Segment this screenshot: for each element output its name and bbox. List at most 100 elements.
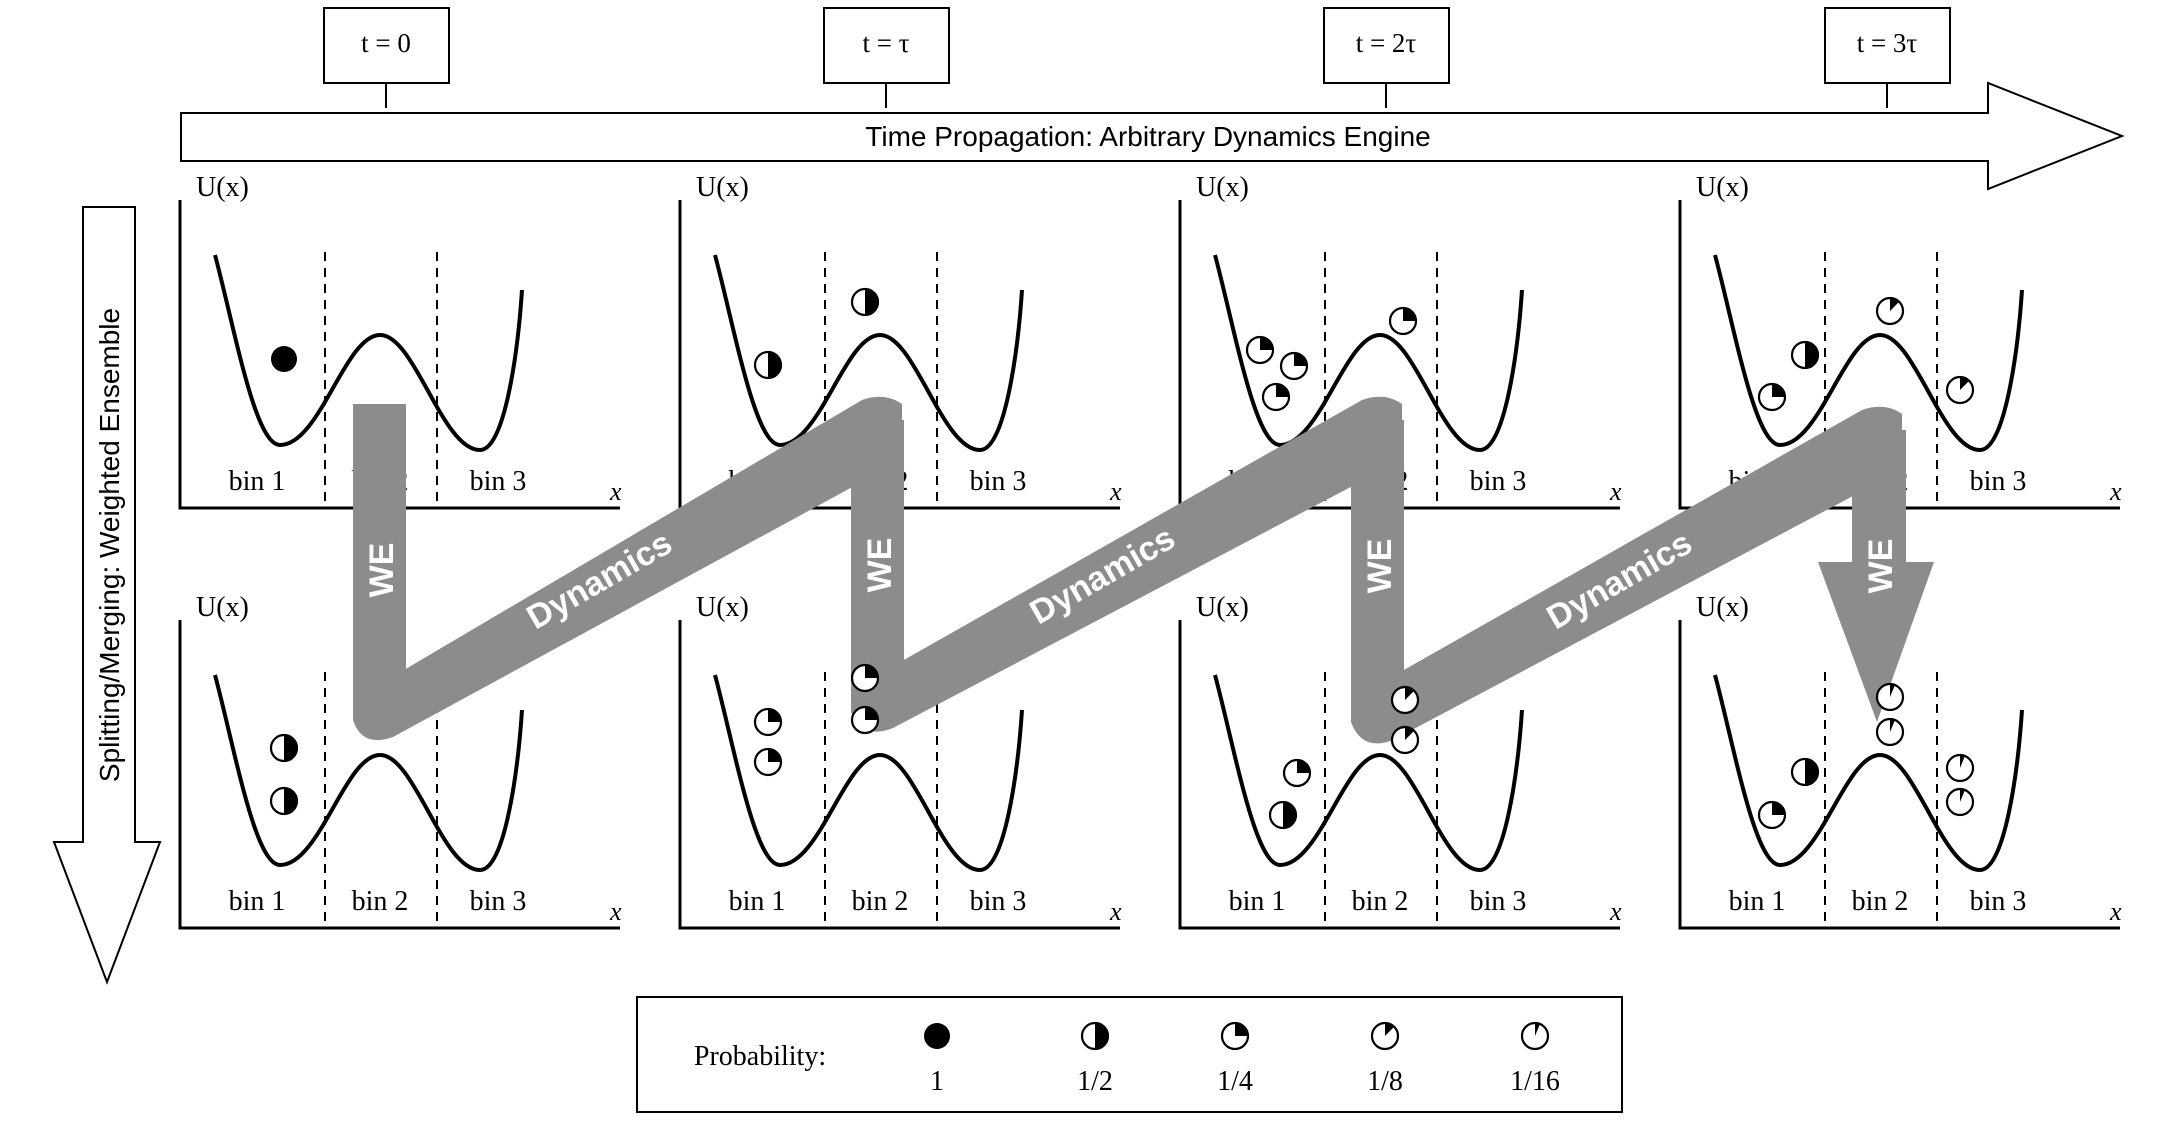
potential-panel-6: U(x) x bin 1 bin 2 bin 3 <box>1178 592 1622 930</box>
bin-label-2: bin 2 <box>1852 886 1909 917</box>
bin-label-2: bin 2 <box>1352 886 1409 917</box>
walker <box>850 287 880 317</box>
y-axis-label: U(x) <box>1696 172 1749 203</box>
y-axis-label: U(x) <box>696 172 749 203</box>
walker <box>1390 725 1420 755</box>
legend-symbol <box>1080 1021 1110 1051</box>
walker <box>1757 800 1787 830</box>
x-axis-label: x <box>1609 897 1622 926</box>
legend-label-1-16: 1/16 <box>1510 1066 1560 1097</box>
flow-arrows <box>353 396 1934 744</box>
walkers-panel-2 <box>753 287 880 380</box>
we-label-2: WE <box>861 538 899 593</box>
x-axis-label: x <box>2109 477 2122 506</box>
potential-panels: U(x) x bin 1 bin 2 bin 3 U(x) x bin 1 bin 2 bin 3… <box>178 172 2122 930</box>
bin-label-3: bin 3 <box>1470 886 1527 917</box>
walker <box>1875 682 1905 712</box>
walker <box>1268 800 1298 830</box>
walker <box>269 786 299 816</box>
x-axis-label: x <box>609 897 622 926</box>
dynamics-arrow-1 <box>353 396 902 741</box>
y-axis-label: U(x) <box>196 592 249 623</box>
walker <box>1945 375 1975 405</box>
walker <box>269 733 299 763</box>
vertical-arrow-label: Splitting/Merging: Weighted Ensemble <box>94 308 125 782</box>
legend-symbol <box>1520 1021 1550 1051</box>
legend-symbol <box>1220 1021 1250 1051</box>
walker <box>753 747 783 777</box>
walker <box>1388 306 1418 336</box>
time-label-0: t = 0 <box>361 28 411 58</box>
bin-label-1: bin 1 <box>229 466 286 497</box>
bin-label-2: bin 2 <box>852 886 909 917</box>
walkers-panel-1 <box>271 346 297 372</box>
time-markers: t = 0 t = τ t = 2τ t = 3τ <box>323 7 1951 108</box>
time-label-1: t = τ <box>862 28 909 58</box>
y-axis-label: U(x) <box>1696 592 1749 623</box>
walker <box>1390 685 1420 715</box>
legend-label-1-4: 1/4 <box>1217 1066 1253 1097</box>
axes <box>678 620 1120 930</box>
walkers-panel-3 <box>1245 306 1418 412</box>
y-axis-label: U(x) <box>1196 172 1249 203</box>
we-label-3: WE <box>1361 539 1399 594</box>
potential-curve <box>213 674 524 873</box>
we-arrow-4 <box>1818 430 1934 722</box>
x-axis-label: x <box>609 477 622 506</box>
time-arrow-label: Time Propagation: Arbitrary Dynamics Eng… <box>865 121 1430 152</box>
axes <box>1178 620 1620 930</box>
bin-label-3: bin 3 <box>1470 466 1527 497</box>
time-marker-1: t = τ <box>823 7 950 108</box>
probability-legend: Probability: 1 1/2 1/4 1/8 1/16 <box>636 996 1623 1113</box>
walker <box>850 705 880 735</box>
we-arrow-3 <box>1351 420 1404 720</box>
potential-curve <box>1713 254 2024 453</box>
axes <box>178 620 620 930</box>
bin-label-3: bin 3 <box>970 466 1027 497</box>
walker <box>1875 717 1905 747</box>
walkers <box>269 287 1975 830</box>
bin-label-3: bin 3 <box>470 886 527 917</box>
legend-symbol <box>924 1023 950 1049</box>
bin-label-1: bin 1 <box>1729 886 1786 917</box>
bin-label-3: bin 3 <box>1970 466 2027 497</box>
we-arrow-2 <box>851 420 904 708</box>
bin-label-3: bin 3 <box>470 466 527 497</box>
bin-label-2: bin 2 <box>352 886 409 917</box>
walker <box>753 350 783 380</box>
legend-symbol <box>1370 1021 1400 1051</box>
bin-label-3: bin 3 <box>970 886 1027 917</box>
time-label-2: t = 2τ <box>1356 28 1417 58</box>
splitting-merging-arrow: Splitting/Merging: Weighted Ensemble <box>52 206 162 985</box>
legend-symbols <box>924 1021 1550 1051</box>
y-axis-label: U(x) <box>196 172 249 203</box>
walkers-panel-6 <box>753 663 880 777</box>
bin-label-1: bin 1 <box>229 886 286 917</box>
we-label-1: WE <box>363 543 401 598</box>
time-label-3: t = 3τ <box>1857 28 1918 58</box>
walker <box>1945 787 1975 817</box>
time-marker-0: t = 0 <box>323 7 450 108</box>
walker <box>1261 382 1291 412</box>
potential-panel-7: U(x) x bin 1 bin 2 bin 3 <box>1678 592 2122 930</box>
potential-panel-4: U(x) x bin 1 bin 2 bin 3 <box>178 592 622 930</box>
x-axis-label: x <box>1609 477 1622 506</box>
potential-panel-5: U(x) x bin 1 bin 2 bin 3 <box>678 592 1122 930</box>
time-marker-2: t = 2τ <box>1323 7 1450 108</box>
walker <box>1790 340 1820 370</box>
walker <box>1875 296 1905 326</box>
walker <box>1945 753 1975 783</box>
x-axis-label: x <box>1109 897 1122 926</box>
bin-label-1: bin 1 <box>1229 886 1286 917</box>
dynamics-arrow-2 <box>851 396 1402 732</box>
walkers-panel-4 <box>1757 296 1975 412</box>
walker <box>753 707 783 737</box>
walker <box>850 663 880 693</box>
walker <box>1757 382 1787 412</box>
axes <box>178 200 620 510</box>
we-label-4: WE <box>1862 539 1900 594</box>
legend-label-1: 1 <box>930 1066 944 1097</box>
potential-curve <box>1213 674 1524 873</box>
